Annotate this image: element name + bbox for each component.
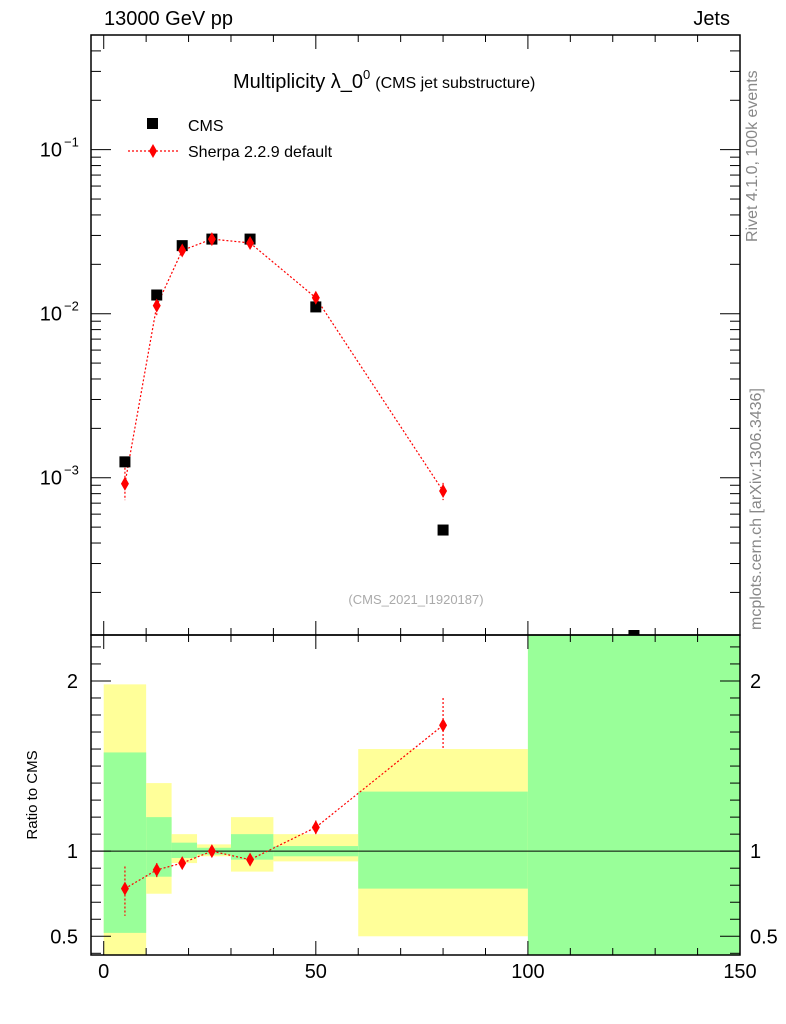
ratio-sherpa-point-3 <box>207 844 216 859</box>
sherpa-point-0 <box>120 476 129 491</box>
chart-titles: Ratio to CMS Multiplicity λ_00(CMS jet su… <box>24 67 535 840</box>
sherpa-point-3 <box>207 232 216 247</box>
cms-point-edge <box>628 630 640 635</box>
ratio-sherpa-point-4 <box>246 852 255 867</box>
band-inner-4 <box>230 834 274 860</box>
cms-point-5 <box>310 301 322 313</box>
y-tick-exponent-0: −1 <box>64 135 79 150</box>
band-inner-0 <box>103 752 147 933</box>
y-tick-exponent-1: −2 <box>64 299 79 314</box>
x-tick-label-2: 100 <box>511 961 544 983</box>
sherpa-point-2 <box>178 243 187 258</box>
axis-ticks <box>91 34 741 955</box>
ratio-y-tick-label-left-2: 0.5 <box>50 926 78 948</box>
y-tick-label-1: 10 <box>40 304 62 326</box>
legend-sherpa-marker <box>149 144 157 158</box>
ratio-plot-marks <box>120 697 448 916</box>
sherpa-point-1 <box>152 298 161 313</box>
ratio-sherpa-point-5 <box>311 820 320 835</box>
legend-cms-label: CMS <box>188 118 224 135</box>
analysis-watermark: (CMS_2021_I1920187) <box>348 592 483 607</box>
sherpa-point-4 <box>246 235 255 250</box>
overflow-marks <box>628 630 640 635</box>
ratio-sherpa-point-1 <box>152 862 161 877</box>
ratio-plot-frame <box>90 634 741 956</box>
cms-point-0 <box>119 456 131 468</box>
x-tick-label-3: 150 <box>723 961 756 983</box>
main-plot-marks <box>119 232 449 536</box>
ratio-y-tick-label-right-1: 1 <box>750 841 761 863</box>
legend-cms-marker <box>147 118 158 129</box>
ratio-sherpa-point-6 <box>439 718 448 733</box>
band-inner-7 <box>527 635 740 955</box>
sherpa-line <box>124 238 444 492</box>
band-inner-2 <box>171 842 198 858</box>
sherpa-point-6 <box>439 484 448 499</box>
plot-frames <box>90 34 741 956</box>
ratio-y-tick-label-right-2: 0.5 <box>750 926 778 948</box>
tick-labels: 10 −110 −210 −32 21 10.5 0.50 50 100 150 <box>40 135 778 983</box>
ratio-y-axis-label: Ratio to CMS <box>24 750 41 839</box>
process-label: 13000 GeV pp <box>104 8 233 30</box>
ratio-y-tick-label-left-0: 2 <box>67 671 78 693</box>
chart-title: Multiplicity λ_00(CMS jet substructure) <box>233 67 535 93</box>
ratio-sherpa-point-2 <box>178 856 187 871</box>
x-tick-label-0: 0 <box>98 961 109 983</box>
band-inner-6 <box>358 791 528 889</box>
x-tick-label-1: 50 <box>305 961 327 983</box>
y-tick-label-0: 10 <box>40 140 62 162</box>
ratio-sherpa-point-0 <box>120 881 129 896</box>
sherpa-point-5 <box>311 290 320 305</box>
cms-point-1 <box>151 289 163 301</box>
legend: CMS Sherpa 2.2.9 default <box>128 118 333 161</box>
cms-point-6 <box>437 524 449 536</box>
ratio-y-tick-label-right-0: 2 <box>750 671 761 693</box>
analysis-group-label: Jets <box>693 8 730 30</box>
ratio-y-tick-label-left-1: 1 <box>67 841 78 863</box>
y-tick-exponent-2: −3 <box>64 463 79 478</box>
ratio-uncertainty-bands <box>103 635 740 955</box>
legend-sherpa-label: Sherpa 2.2.9 default <box>188 144 333 161</box>
y-tick-label-2: 10 <box>40 468 62 490</box>
